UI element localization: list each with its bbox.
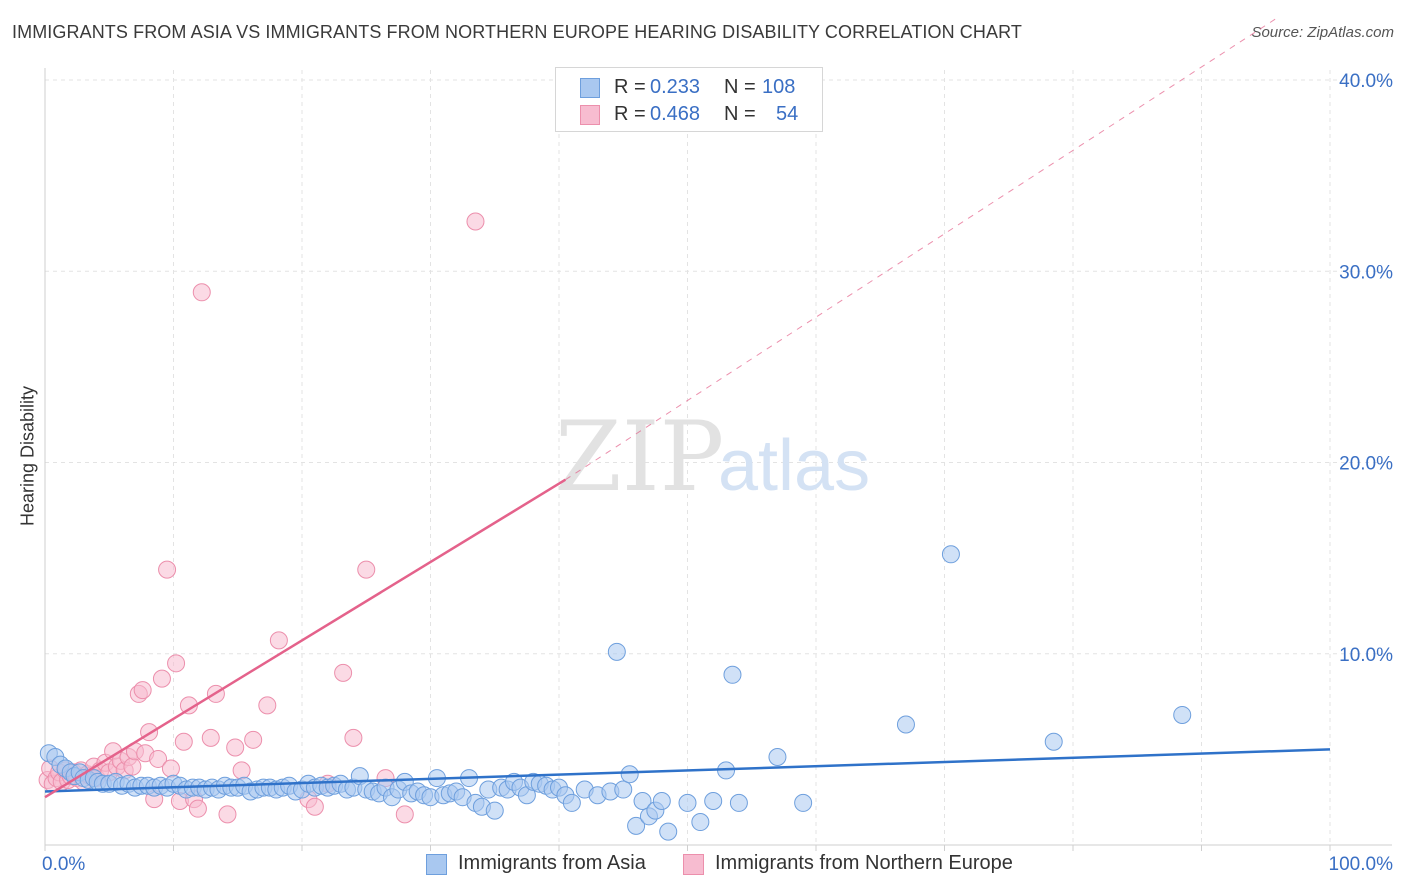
asia-point [1173, 705, 1192, 724]
asia-point [729, 793, 748, 812]
europe-point [152, 669, 171, 688]
r-label: R = [614, 103, 646, 125]
europe-point [344, 728, 363, 747]
europe-point [269, 631, 288, 650]
asia-points [39, 545, 1192, 841]
asia-point [659, 822, 678, 841]
y-axis-label: Hearing Disability [17, 385, 38, 527]
europe-point [149, 749, 168, 768]
watermark-atlas: atlas [718, 426, 870, 506]
asia-point [633, 792, 652, 811]
watermark: ZIP atlas [555, 401, 870, 513]
asia-point [607, 642, 626, 661]
europe-point [133, 681, 152, 700]
y-tick-label: 10.0% [1339, 645, 1393, 666]
asia-point [562, 793, 581, 812]
r-label: R = [614, 76, 646, 98]
asia-point [1044, 732, 1063, 751]
asia-point [941, 545, 960, 564]
europe-trend-line [44, 478, 567, 799]
y-tick-label: 30.0% [1339, 262, 1393, 283]
asia-point [614, 780, 633, 799]
europe-point [158, 560, 177, 579]
europe-point [201, 728, 220, 747]
n-label: N = [724, 76, 756, 98]
europe-trend-extension [565, 15, 1281, 481]
europe-point [192, 283, 211, 302]
asia-point [627, 816, 646, 835]
asia-point [485, 801, 504, 820]
asia-n-value: 108 [762, 76, 796, 98]
asia-point [620, 765, 639, 784]
europe-n-value: 54 [776, 103, 799, 125]
n-label: N = [724, 103, 756, 125]
asia-point [704, 792, 723, 811]
asia-point [768, 748, 787, 767]
europe-point [334, 663, 353, 682]
asia-r-value: 0.233 [650, 76, 701, 98]
europe-legend-label: Immigrants from Northern Europe [715, 852, 1013, 874]
x-tick-label: 100.0% [1329, 854, 1394, 875]
y-tick-label: 20.0% [1339, 454, 1393, 475]
asia-trend-line [44, 748, 1331, 793]
europe-point [188, 799, 207, 818]
asia-point [794, 793, 813, 812]
europe-point [123, 757, 142, 776]
europe-point [258, 696, 277, 715]
asia-point [896, 715, 915, 734]
trend-lines [44, 15, 1331, 799]
x-tick-label: 0.0% [42, 854, 85, 875]
asia-point [691, 813, 710, 832]
asia-swatch [426, 854, 447, 875]
axes [44, 68, 1392, 851]
asia-point [678, 793, 697, 812]
asia-point [652, 792, 671, 811]
europe-point [232, 761, 251, 780]
correlation-legend: R = 0.233 N = 108 R = 0.468 N = 54 [555, 67, 823, 132]
chart-title: IMMIGRANTS FROM ASIA VS IMMIGRANTS FROM … [12, 22, 1022, 42]
tick-labels: 10.0% 20.0% 30.0% 40.0% 0.0% 100.0% [42, 71, 1393, 875]
europe-point [167, 654, 186, 673]
source-label: Source: ZipAtlas.com [1251, 24, 1394, 41]
y-tick-label: 40.0% [1339, 71, 1393, 92]
europe-point [305, 797, 324, 816]
asia-legend-label: Immigrants from Asia [458, 852, 646, 874]
europe-point [161, 759, 180, 778]
watermark-zip: ZIP [555, 401, 724, 513]
europe-points [38, 212, 485, 824]
europe-swatch [683, 854, 704, 875]
europe-point [466, 212, 485, 231]
asia-point [723, 665, 742, 684]
europe-swatch [580, 105, 600, 125]
europe-point [357, 560, 376, 579]
europe-point [244, 730, 263, 749]
grid [45, 70, 1392, 845]
europe-point [226, 738, 245, 757]
europe-point [218, 805, 237, 824]
europe-point [174, 732, 193, 751]
asia-swatch [580, 78, 600, 98]
europe-r-value: 0.468 [650, 103, 701, 125]
europe-point [395, 805, 414, 824]
